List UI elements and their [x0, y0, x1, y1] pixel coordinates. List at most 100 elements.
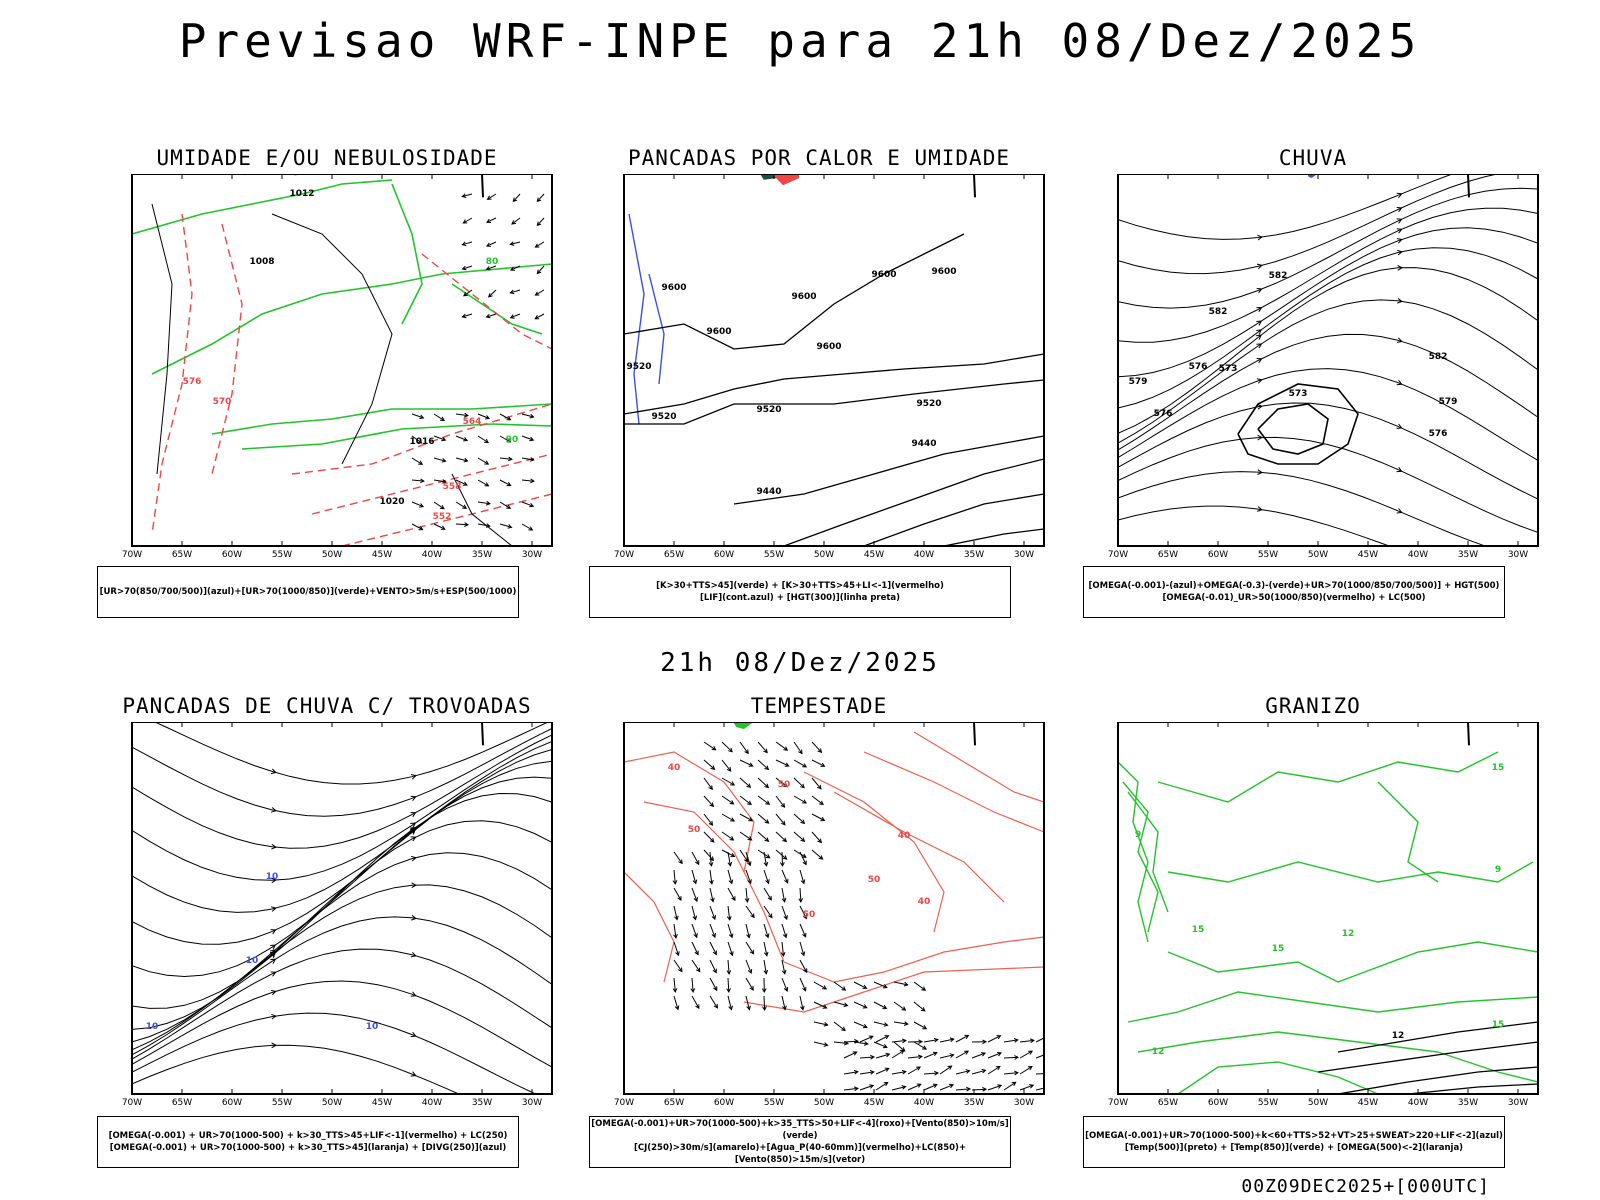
isobar — [451, 473, 513, 546]
vector-head — [854, 1039, 860, 1044]
lon-label: 70W — [614, 1098, 634, 1108]
legend-line: [OMEGA(-0.001) + UR>70(1000-500) + k>30_… — [109, 1143, 507, 1153]
flow-arrow — [1396, 207, 1403, 213]
wind-vector — [913, 981, 926, 991]
vector-head — [916, 1066, 922, 1071]
lon-label: 35W — [1458, 550, 1478, 560]
vector-head — [903, 981, 909, 987]
vector-head — [464, 412, 469, 418]
vector-head — [841, 1026, 846, 1032]
vector-head — [783, 746, 789, 751]
lon-label: 45W — [864, 550, 884, 560]
wind-vector — [745, 995, 750, 1010]
vector-head — [536, 197, 542, 203]
contour-label: 552 — [433, 512, 452, 522]
streamline — [132, 916, 552, 1056]
wind-vector — [875, 1053, 890, 1059]
flow-arrow — [410, 795, 417, 802]
lon-label: 45W — [372, 550, 392, 560]
panel-pancadas-calor: PANCADAS POR CALOR E UMIDADE 9600 9600 960… — [584, 7, 1054, 616]
panel-title: UMIDADE E/OU NEBULOSIDADE — [156, 146, 498, 170]
shaded-area — [733, 722, 754, 729]
vector-head — [764, 837, 770, 842]
vector-head — [802, 986, 807, 992]
wind-vector — [745, 941, 754, 955]
lon-label: 35W — [1458, 1098, 1478, 1108]
thickness-contour — [151, 213, 193, 535]
contour-label: 10 — [246, 956, 259, 966]
lon-label: 50W — [814, 1098, 834, 1108]
vector-head — [947, 1065, 953, 1070]
wind-vector — [739, 831, 752, 841]
vector-head — [869, 1070, 875, 1075]
vector-head — [529, 413, 535, 419]
wind-vector — [843, 1071, 858, 1075]
wind-vector — [799, 995, 804, 1010]
vector-head — [1014, 1055, 1020, 1060]
contour-label: 576 — [1429, 429, 1448, 439]
wind-vector — [721, 795, 734, 805]
wind-vector — [775, 741, 788, 751]
wind-vector — [499, 413, 511, 421]
west-coastline — [584, 174, 621, 232]
wind-vector — [833, 1021, 846, 1031]
flow-arrow — [270, 944, 277, 950]
streamline — [1118, 174, 1454, 240]
wind-vector — [763, 959, 767, 974]
wind-vector — [433, 413, 445, 421]
wind-vector — [673, 941, 679, 956]
contour-label: 15 — [1492, 763, 1505, 773]
streamline — [132, 980, 552, 1068]
wind-vector — [709, 869, 713, 884]
wind-vector — [923, 1039, 938, 1043]
streamline — [132, 728, 552, 817]
lon-label: 70W — [1108, 1098, 1128, 1108]
wind-vector — [703, 813, 713, 826]
vector-head — [884, 1067, 890, 1072]
lon-label: 65W — [1158, 550, 1178, 560]
vector-head — [463, 457, 469, 463]
wind-vector — [745, 887, 748, 902]
lon-label: 55W — [764, 1098, 784, 1108]
lon-label: 55W — [272, 550, 292, 560]
wind-vector — [477, 501, 490, 505]
vector-head — [820, 816, 826, 822]
wind-vector — [499, 479, 511, 486]
flow-arrow — [1256, 320, 1263, 326]
vector-head — [462, 219, 468, 224]
vector-head — [708, 821, 714, 826]
wind-vector — [781, 941, 784, 956]
wind-vector — [971, 1069, 986, 1075]
vector-head — [800, 837, 806, 842]
streamline — [132, 884, 552, 1051]
flow-arrow — [410, 951, 417, 958]
lon-label: 60W — [1208, 1098, 1228, 1108]
map-tempestade: 4040405050505012S15S18S21S24S27S30S33S36… — [603, 346, 1045, 1108]
vector-head — [728, 747, 733, 753]
wind-vector — [1035, 1087, 1044, 1091]
wind-vector — [859, 1056, 875, 1059]
wind-vector — [721, 849, 735, 857]
wind-vector — [907, 1066, 921, 1075]
streamline — [1118, 471, 1487, 546]
wind-vector — [853, 1001, 868, 1009]
vector-head — [1027, 1066, 1033, 1071]
legend-line: [OMEGA(-0.001) + UR>70(1000-500) + k>30_… — [108, 1131, 508, 1141]
wind-vector — [793, 831, 805, 842]
vector-head — [534, 243, 540, 248]
map-trovoadas: 1010101012S15S18S21S24S27S30S33S36S39S42… — [111, 346, 553, 1108]
wind-vector — [939, 1038, 954, 1043]
wind-vector — [462, 241, 473, 246]
wind-vector — [486, 265, 497, 270]
streamline-850 — [803, 771, 945, 933]
lon-label: 65W — [664, 550, 684, 560]
flow-arrow — [1397, 298, 1403, 304]
vector-head — [439, 504, 445, 510]
panel-trovoadas: PANCADAS DE CHUVA C/ TROVOADAS 101010101… — [92, 346, 562, 1164]
map-frame — [131, 173, 553, 547]
wind-vector — [709, 887, 714, 902]
vector-head — [1030, 1038, 1035, 1044]
vector-head — [461, 241, 467, 247]
temp-850-contour — [1377, 781, 1439, 883]
wind-vector — [673, 995, 679, 1010]
